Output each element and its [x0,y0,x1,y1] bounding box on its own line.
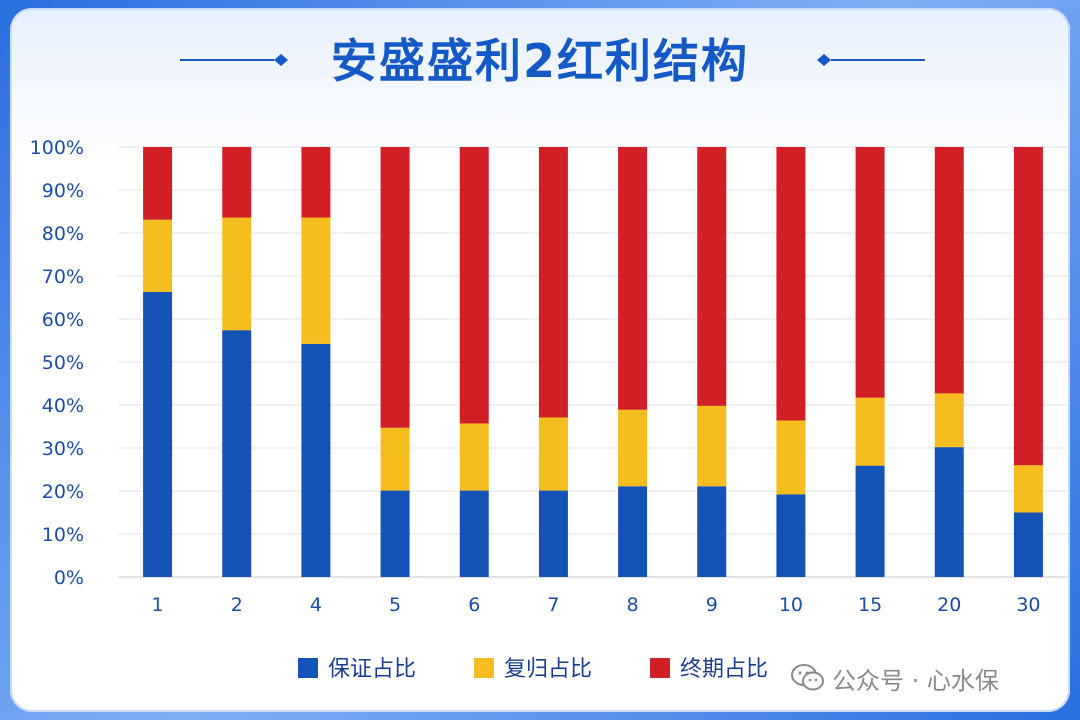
y-tick-label: 70% [42,266,84,288]
title-row: 安盛盛利2红利结构 [0,28,1080,94]
wechat-icon [791,664,824,691]
x-tick-label: 5 [389,594,401,616]
bar-segment-terminal [143,147,173,220]
bar-segment-reversionary [222,217,252,331]
bar-segment-guaranteed [776,494,806,577]
bar-segment-terminal [776,147,806,421]
bar-segment-guaranteed [697,486,727,577]
y-tick-label: 0% [54,567,84,589]
bar-segment-guaranteed [301,343,331,577]
bar-segment-guaranteed [222,330,252,577]
legend-label: 终期占比 [680,657,768,682]
bar-segment-guaranteed [538,490,568,577]
bar-segment-guaranteed [934,447,964,577]
x-tick-label: 4 [310,594,322,616]
chart-title: 安盛盛利2红利结构 [330,34,749,88]
bar-segment-reversionary [1013,465,1043,513]
x-tick-label: 10 [779,594,803,616]
y-tick-label: 40% [42,395,84,417]
bar-segment-guaranteed [1013,512,1043,577]
x-tick-label: 15 [858,594,882,616]
bar-segment-terminal [855,147,885,398]
x-tick-label: 30 [1016,594,1040,616]
title-ornament-right [817,54,925,66]
y-tick-label: 90% [42,180,84,202]
x-tick-label: 1 [152,594,164,616]
x-tick-label: 8 [627,594,639,616]
bar-segment-guaranteed [143,291,173,577]
bar-segment-guaranteed [380,490,410,577]
bar-segment-reversionary [618,409,648,487]
bar-segment-terminal [222,147,252,218]
x-tick-label: 9 [706,594,718,616]
bar-segment-terminal [934,147,964,394]
x-tick-label: 7 [547,594,559,616]
x-tick-label: 20 [937,594,961,616]
x-tick-label: 6 [468,594,480,616]
bar-segment-guaranteed [855,465,885,577]
bar-segment-reversionary [459,423,489,491]
bar-segment-terminal [459,147,489,424]
bar-segment-reversionary [697,405,727,487]
legend-swatch [474,658,494,678]
watermark: 公众号 · 心水保 [790,660,999,696]
bar-segment-guaranteed [618,486,648,577]
bar-segment-reversionary [301,217,331,344]
bar-segment-reversionary [934,393,964,448]
bar-segment-reversionary [143,219,173,292]
legend-swatch [298,658,318,678]
bar-segment-guaranteed [459,490,489,577]
legend-label: 复归占比 [504,657,592,682]
title-ornament-left [180,54,288,66]
bar-segment-terminal [301,147,331,218]
bar-segment-reversionary [855,397,885,466]
bar-segment-reversionary [538,417,568,491]
bar-segment-terminal [380,147,410,428]
bar-segment-terminal [1013,147,1043,466]
bar-segment-reversionary [380,427,410,491]
y-tick-label: 10% [42,524,84,546]
y-tick-label: 100% [30,137,84,159]
legend-label: 保证占比 [328,657,416,682]
y-tick-label: 20% [42,481,84,503]
bar-segment-reversionary [776,420,806,495]
bar-segment-terminal [618,147,648,410]
bar-segment-terminal [697,147,727,406]
legend-swatch [650,658,670,678]
y-tick-label: 30% [42,438,84,460]
y-tick-label: 60% [42,309,84,331]
y-tick-label: 50% [42,352,84,374]
x-tick-label: 2 [231,594,243,616]
y-tick-label: 80% [42,223,84,245]
watermark-text: 公众号 · 心水保 [832,666,999,695]
bar-segment-terminal [538,147,568,418]
